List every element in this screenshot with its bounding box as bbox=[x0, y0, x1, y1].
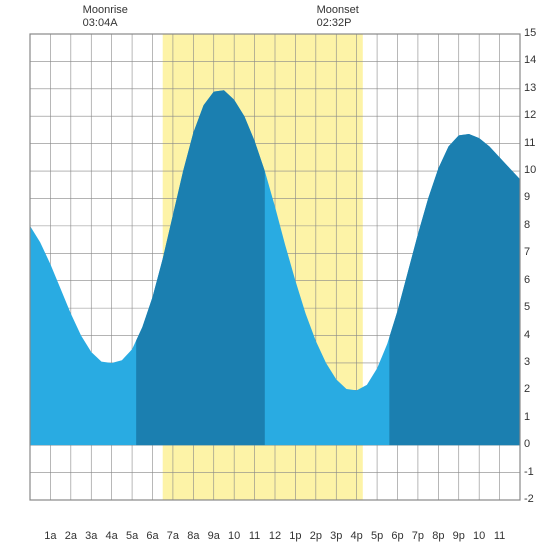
y-tick-label: 14 bbox=[524, 54, 544, 66]
y-tick-label: 7 bbox=[524, 246, 544, 258]
y-tick-label: 0 bbox=[524, 438, 544, 450]
y-tick-label: 6 bbox=[524, 274, 544, 286]
x-tick-label: 9a bbox=[204, 530, 224, 542]
x-tick-label: 7p bbox=[408, 530, 428, 542]
x-tick-label: 3p bbox=[326, 530, 346, 542]
y-tick-label: -1 bbox=[524, 466, 544, 478]
moonrise-time: 03:04A bbox=[83, 17, 128, 30]
x-tick-label: 2p bbox=[306, 530, 326, 542]
x-tick-label: 6p bbox=[388, 530, 408, 542]
tide-chart: Moonrise 03:04A Moonset 02:32P -2-101234… bbox=[0, 0, 550, 550]
y-tick-label: 9 bbox=[524, 191, 544, 203]
moonset-label: Moonset bbox=[317, 4, 359, 17]
x-tick-label: 11 bbox=[245, 530, 265, 542]
x-tick-label: 1a bbox=[40, 530, 60, 542]
moonset-annotation: Moonset 02:32P bbox=[317, 4, 359, 30]
x-tick-label: 2a bbox=[61, 530, 81, 542]
y-tick-label: 10 bbox=[524, 164, 544, 176]
y-tick-label: 4 bbox=[524, 329, 544, 341]
y-tick-label: 3 bbox=[524, 356, 544, 368]
x-tick-label: 10 bbox=[224, 530, 244, 542]
y-tick-label: 5 bbox=[524, 301, 544, 313]
y-tick-label: 8 bbox=[524, 219, 544, 231]
x-tick-label: 8p bbox=[428, 530, 448, 542]
moonrise-label: Moonrise bbox=[83, 4, 128, 17]
x-tick-label: 10 bbox=[469, 530, 489, 542]
x-tick-label: 5p bbox=[367, 530, 387, 542]
chart-canvas bbox=[0, 0, 550, 550]
x-tick-label: 8a bbox=[183, 530, 203, 542]
x-tick-label: 4a bbox=[102, 530, 122, 542]
y-tick-label: 15 bbox=[524, 27, 544, 39]
x-tick-label: 5a bbox=[122, 530, 142, 542]
x-tick-label: 1p bbox=[285, 530, 305, 542]
x-tick-label: 11 bbox=[490, 530, 510, 542]
y-tick-label: 1 bbox=[524, 411, 544, 423]
x-tick-label: 3a bbox=[81, 530, 101, 542]
y-tick-label: -2 bbox=[524, 493, 544, 505]
y-tick-label: 11 bbox=[524, 137, 544, 149]
x-tick-label: 6a bbox=[143, 530, 163, 542]
moonrise-annotation: Moonrise 03:04A bbox=[83, 4, 128, 30]
x-tick-label: 4p bbox=[347, 530, 367, 542]
y-tick-label: 2 bbox=[524, 383, 544, 395]
y-tick-label: 13 bbox=[524, 82, 544, 94]
y-tick-label: 12 bbox=[524, 109, 544, 121]
x-tick-label: 7a bbox=[163, 530, 183, 542]
x-tick-label: 9p bbox=[449, 530, 469, 542]
moonset-time: 02:32P bbox=[317, 17, 359, 30]
x-tick-label: 12 bbox=[265, 530, 285, 542]
